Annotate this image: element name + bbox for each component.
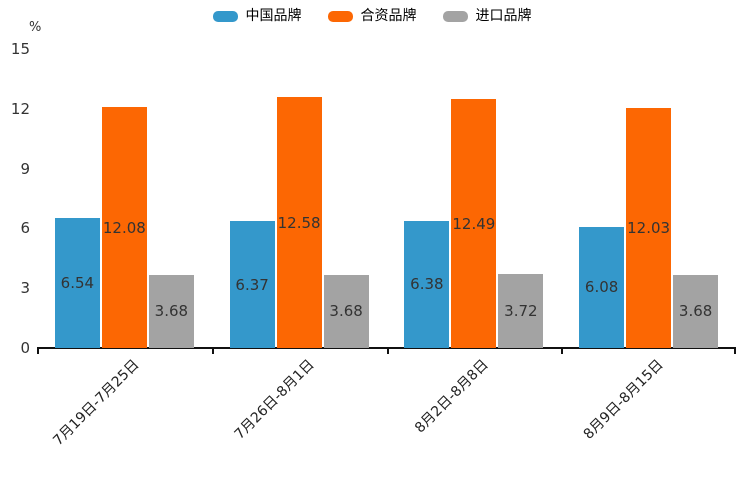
- bar-合资品牌: [451, 99, 497, 348]
- bar-value-label: 12.49: [452, 214, 496, 233]
- bar-value-label: 12.08: [102, 218, 146, 237]
- x-axis-tick: [561, 348, 564, 354]
- bar-value-label: 6.54: [60, 273, 95, 292]
- y-axis-tick-label: 15: [10, 40, 30, 58]
- y-axis-tick-label: 6: [20, 219, 30, 238]
- bar-进口品牌: [323, 274, 369, 348]
- x-axis-category-label: 7月19日-7月25日: [50, 356, 143, 449]
- x-axis-category-label: 8月2日-8月8日: [412, 356, 492, 437]
- x-axis-category-label: 7月26日-8月1日: [231, 356, 318, 443]
- bar-value-label: 3.68: [329, 302, 363, 321]
- y-axis-tick-label: 0: [20, 339, 30, 357]
- legend-label: 中国品牌: [245, 8, 302, 24]
- bar-value-label: 12.58: [277, 213, 321, 232]
- x-axis-tick: [211, 348, 214, 354]
- bar-中国品牌: [54, 217, 100, 348]
- bar-合资品牌: [626, 108, 672, 348]
- legend-swatch-icon: [442, 10, 468, 22]
- bar-value-label: 6.37: [235, 275, 269, 294]
- legend-item-进口品牌[interactable]: 进口品牌: [442, 7, 532, 25]
- x-axis-tick: [37, 348, 39, 354]
- legend-swatch-icon: [212, 10, 238, 22]
- legend-label: 进口品牌: [475, 8, 532, 24]
- bar-中国品牌: [404, 220, 450, 348]
- legend-label: 合资品牌: [360, 8, 417, 24]
- bar-value-label: 3.68: [678, 302, 713, 321]
- legend-item-合资品牌[interactable]: 合资品牌: [327, 7, 417, 25]
- y-axis-tick-label: 3: [20, 279, 30, 298]
- bar-中国品牌: [579, 226, 625, 348]
- legend: 中国品牌 合资品牌 进口品牌: [0, 7, 744, 25]
- bar-value-label: 3.68: [154, 302, 189, 321]
- bar-进口品牌: [148, 274, 194, 348]
- y-axis-tick-label: 12: [10, 99, 30, 118]
- bar-进口品牌: [498, 273, 544, 348]
- bar-中国品牌: [229, 221, 275, 348]
- legend-swatch-icon: [327, 10, 353, 22]
- legend-item-中国品牌[interactable]: 中国品牌: [212, 7, 302, 25]
- x-axis-tick: [734, 348, 736, 354]
- bar-value-label: 12.03: [627, 219, 671, 238]
- bar-value-label: 3.72: [504, 301, 538, 320]
- bar-合资品牌: [276, 97, 322, 348]
- bar-合资品牌: [101, 107, 147, 348]
- x-axis-tick: [386, 348, 389, 354]
- x-axis-category-label: 8月9日-8月15日: [580, 356, 667, 443]
- bar-进口品牌: [673, 274, 719, 348]
- y-axis-unit-label: %: [29, 20, 42, 35]
- bar-value-label: 6.38: [410, 275, 444, 294]
- y-axis-tick-label: 9: [20, 159, 30, 178]
- bar-value-label: 6.08: [584, 278, 619, 297]
